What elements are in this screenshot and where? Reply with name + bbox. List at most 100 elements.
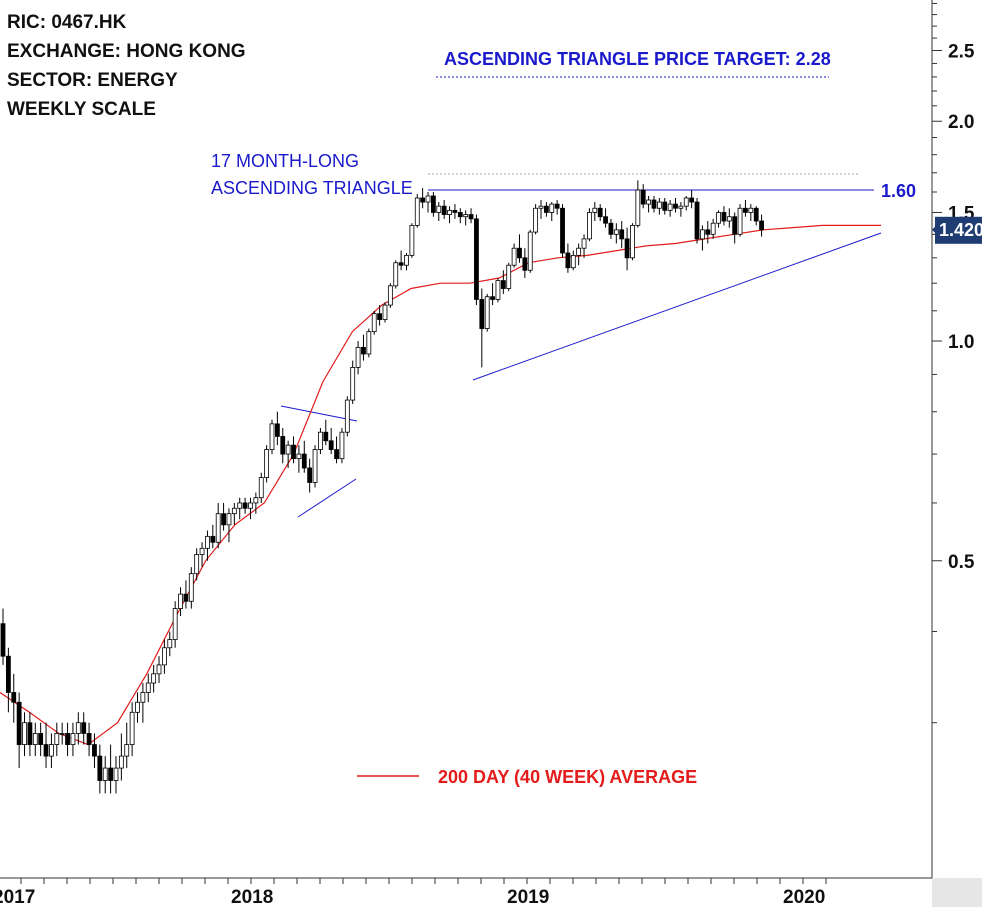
candle-down <box>474 218 479 300</box>
candle-up <box>355 347 361 368</box>
candle-down <box>291 444 296 460</box>
candle-up <box>49 744 54 757</box>
candle-down <box>108 767 113 781</box>
candle-down <box>743 207 748 213</box>
candle-up <box>237 502 243 509</box>
candle-down <box>0 623 6 657</box>
candle-down <box>619 229 625 240</box>
candle-up <box>140 692 146 703</box>
candle-up <box>178 593 183 609</box>
candle-up <box>194 554 200 575</box>
candle-up <box>156 664 162 675</box>
legend-ma-label: 200 DAY (40 WEEK) AVERAGE <box>438 767 697 787</box>
candle-up <box>678 205 684 209</box>
candle-down <box>479 299 485 329</box>
candle-down <box>721 212 727 222</box>
candle-up <box>264 449 270 478</box>
candle-down <box>554 203 560 209</box>
candle-up <box>151 673 157 684</box>
candle-down <box>183 593 189 602</box>
candle-down <box>398 262 404 266</box>
x-tick-label: 2017 <box>0 887 35 907</box>
candle-up <box>630 224 635 259</box>
candle-down <box>5 655 11 693</box>
candle-up <box>248 502 253 509</box>
candle-up <box>129 711 135 745</box>
candle-down <box>361 347 366 355</box>
candle-up <box>269 423 275 450</box>
candle-up <box>350 367 356 401</box>
candle-up <box>258 477 264 499</box>
candle-up <box>215 513 221 543</box>
y-tick-label: 0.5 <box>948 552 975 573</box>
candle-up <box>226 513 232 526</box>
candle-down <box>689 197 695 203</box>
candle-up <box>113 767 119 781</box>
x-tick-label: 2018 <box>231 887 273 907</box>
candle-up <box>285 444 291 455</box>
candle-down <box>543 205 549 213</box>
candle-up <box>436 205 442 213</box>
candle-down <box>86 733 92 745</box>
x-tick-label: 2020 <box>783 887 825 907</box>
candle-up <box>710 222 716 235</box>
candle-up <box>32 733 38 745</box>
candle-down <box>323 431 329 442</box>
candle-up <box>22 722 27 745</box>
candle-down <box>274 423 280 437</box>
candle-down <box>280 436 286 455</box>
candle-up <box>409 224 415 256</box>
candle-up <box>447 209 452 215</box>
current-price-box <box>935 216 982 244</box>
candle-up <box>188 573 194 602</box>
x-tick-label: 2019 <box>507 887 549 907</box>
candle-down <box>210 535 216 543</box>
candle-up <box>145 682 151 693</box>
candle-down <box>221 513 226 526</box>
candle-up <box>70 733 76 745</box>
candle-up <box>318 431 323 450</box>
candle-down <box>694 201 700 240</box>
candle-up <box>570 254 576 269</box>
candle-up <box>231 507 237 515</box>
candle-up <box>382 304 388 320</box>
candle-up <box>124 744 130 757</box>
candle-up <box>549 203 555 213</box>
y-axis <box>932 2 942 724</box>
candle-down <box>624 238 630 259</box>
candle-down <box>500 280 506 289</box>
candle-up <box>656 201 662 209</box>
candle-down <box>490 296 495 300</box>
candle-up <box>527 231 533 271</box>
candle-down <box>307 467 313 483</box>
candle-down <box>242 502 248 509</box>
candle-down <box>328 440 334 450</box>
ric-label: RIC: 0467.HK <box>7 12 127 33</box>
candle-up <box>716 212 721 224</box>
candle-up <box>748 207 754 213</box>
candle-up <box>484 296 490 329</box>
candle-down <box>430 195 436 213</box>
y-tick-label: 2.5 <box>948 42 975 63</box>
candle-down <box>452 209 458 213</box>
candle-down <box>560 207 565 254</box>
candle-up <box>118 755 124 769</box>
candle-up <box>135 701 140 713</box>
candle-up <box>199 547 205 555</box>
price-target-annotation: ASCENDING TRIANGLE PRICE TARGET: 2.28 <box>444 49 831 69</box>
candle-down <box>43 744 49 757</box>
small-triangle-lower-line <box>297 478 357 518</box>
exchange-label: EXCHANGE: HONG KONG <box>7 41 246 62</box>
candle-down <box>565 252 571 269</box>
candle-down <box>608 222 614 235</box>
candle-down <box>27 722 33 745</box>
candle-up <box>737 207 743 235</box>
sector-label: SECTOR: ENERGY <box>7 70 178 91</box>
candle-up <box>726 216 732 222</box>
candle-down <box>522 257 528 271</box>
candle-up <box>635 189 641 226</box>
candle-up <box>344 399 350 433</box>
candle-up <box>339 431 345 460</box>
candle-up <box>167 639 173 649</box>
